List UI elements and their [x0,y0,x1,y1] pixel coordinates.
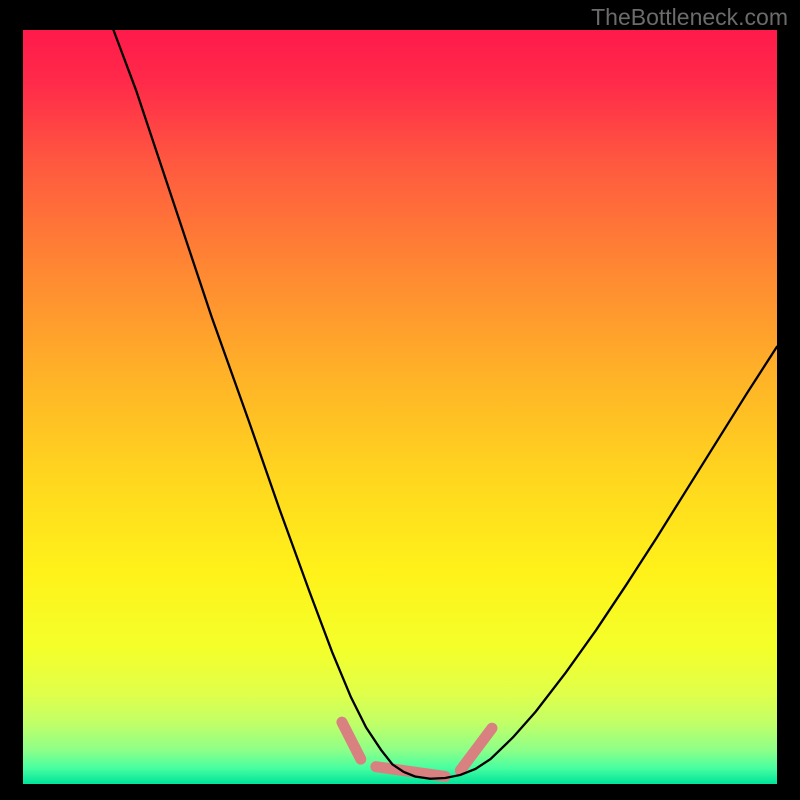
highlight-segment [342,722,361,759]
bottleneck-curve-left [113,30,430,779]
watermark-text: TheBottleneck.com [591,4,788,31]
highlight-segment [460,728,492,770]
plot-area [23,30,777,784]
curve-layer [23,30,777,784]
chart-root: TheBottleneck.com [0,0,800,800]
bottleneck-curve-right [430,347,777,779]
